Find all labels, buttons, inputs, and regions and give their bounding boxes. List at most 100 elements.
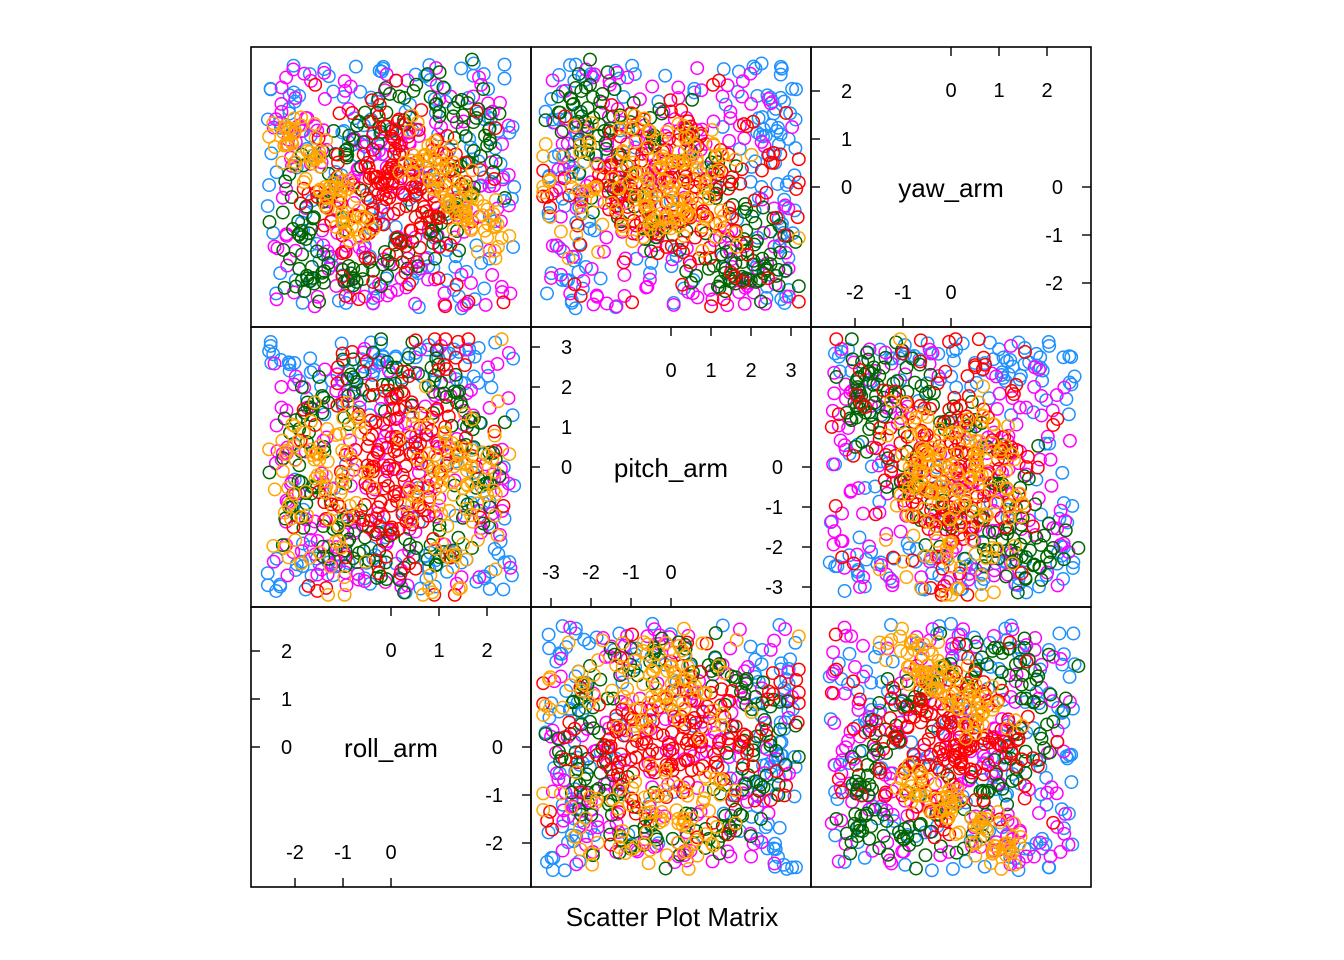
data-point [931,369,946,384]
data-point [899,570,914,585]
data-point [455,121,470,136]
data-point [878,448,893,462]
data-point [568,621,583,636]
data-point [456,537,471,552]
data-point [680,659,695,674]
data-point [386,462,401,476]
data-point [711,741,726,756]
data-point [303,351,318,366]
data-point [481,360,496,375]
data-point [296,158,311,173]
data-point [884,394,899,409]
data-point [572,802,587,817]
data-point [616,689,631,704]
data-point [1013,654,1028,669]
data-point [392,572,407,587]
data-point [431,357,446,372]
data-point [823,712,838,727]
data-point [850,371,865,386]
data-point [262,215,277,229]
data-point [683,209,697,224]
data-point [574,192,589,207]
data-point [313,447,327,462]
data-point [592,697,606,712]
data-point [824,685,839,700]
data-point [942,427,957,441]
data-point [918,708,933,723]
data-point [274,104,289,119]
data-point [352,181,367,196]
data-point [586,667,601,682]
data-point [380,354,395,369]
data-point [1027,849,1042,864]
data-point [440,398,455,413]
data-point [706,815,720,830]
data-point [391,202,406,217]
data-point [450,445,465,460]
data-point [712,73,726,88]
data-point [457,155,472,170]
data-point [487,464,502,479]
data-point [922,342,937,357]
data-point [450,395,464,410]
data-point [675,153,690,168]
data-point [657,152,672,167]
data-point [1053,652,1068,666]
data-point [908,375,922,390]
data-point [545,784,560,799]
data-point [943,537,958,552]
data-point [564,147,579,162]
data-point [970,448,985,463]
data-point [971,466,986,481]
data-point [687,85,702,100]
data-point [459,477,474,492]
data-point [544,850,559,865]
data-point [898,395,913,410]
data-point [837,438,852,453]
data-point [828,498,843,513]
data-point [599,141,613,156]
data-point [293,196,308,211]
data-point [942,334,956,349]
data-point [579,80,593,95]
data-point [722,174,737,189]
data-point [275,205,290,220]
data-point [1037,528,1052,543]
data-point [773,722,788,737]
data-point [868,728,883,743]
data-point [408,350,423,365]
data-point [497,57,512,72]
data-point [971,395,986,410]
data-point [585,116,600,131]
data-point [693,665,708,679]
data-point [538,137,553,152]
data-point [1049,388,1064,403]
data-point [358,530,372,545]
data-point [488,251,503,266]
data-point [859,444,874,459]
data-point [616,255,631,270]
data-point [641,123,656,138]
data-point [831,418,846,433]
data-point [737,131,752,146]
data-point [476,82,491,97]
data-point [324,558,339,573]
data-point [475,445,490,460]
data-point [410,489,425,504]
data-point [848,660,862,674]
data-point [418,379,433,394]
data-point [911,762,926,777]
data-point [881,451,895,466]
data-point [1043,545,1058,559]
data-point [675,695,690,710]
data-point [570,218,585,233]
data-point [893,415,908,430]
data-point [616,728,631,743]
data-point [914,694,929,709]
data-point [685,811,699,826]
data-point [422,173,437,188]
data-point [365,93,379,108]
data-point [721,181,736,196]
data-point [1009,733,1024,748]
data-point [933,427,948,442]
